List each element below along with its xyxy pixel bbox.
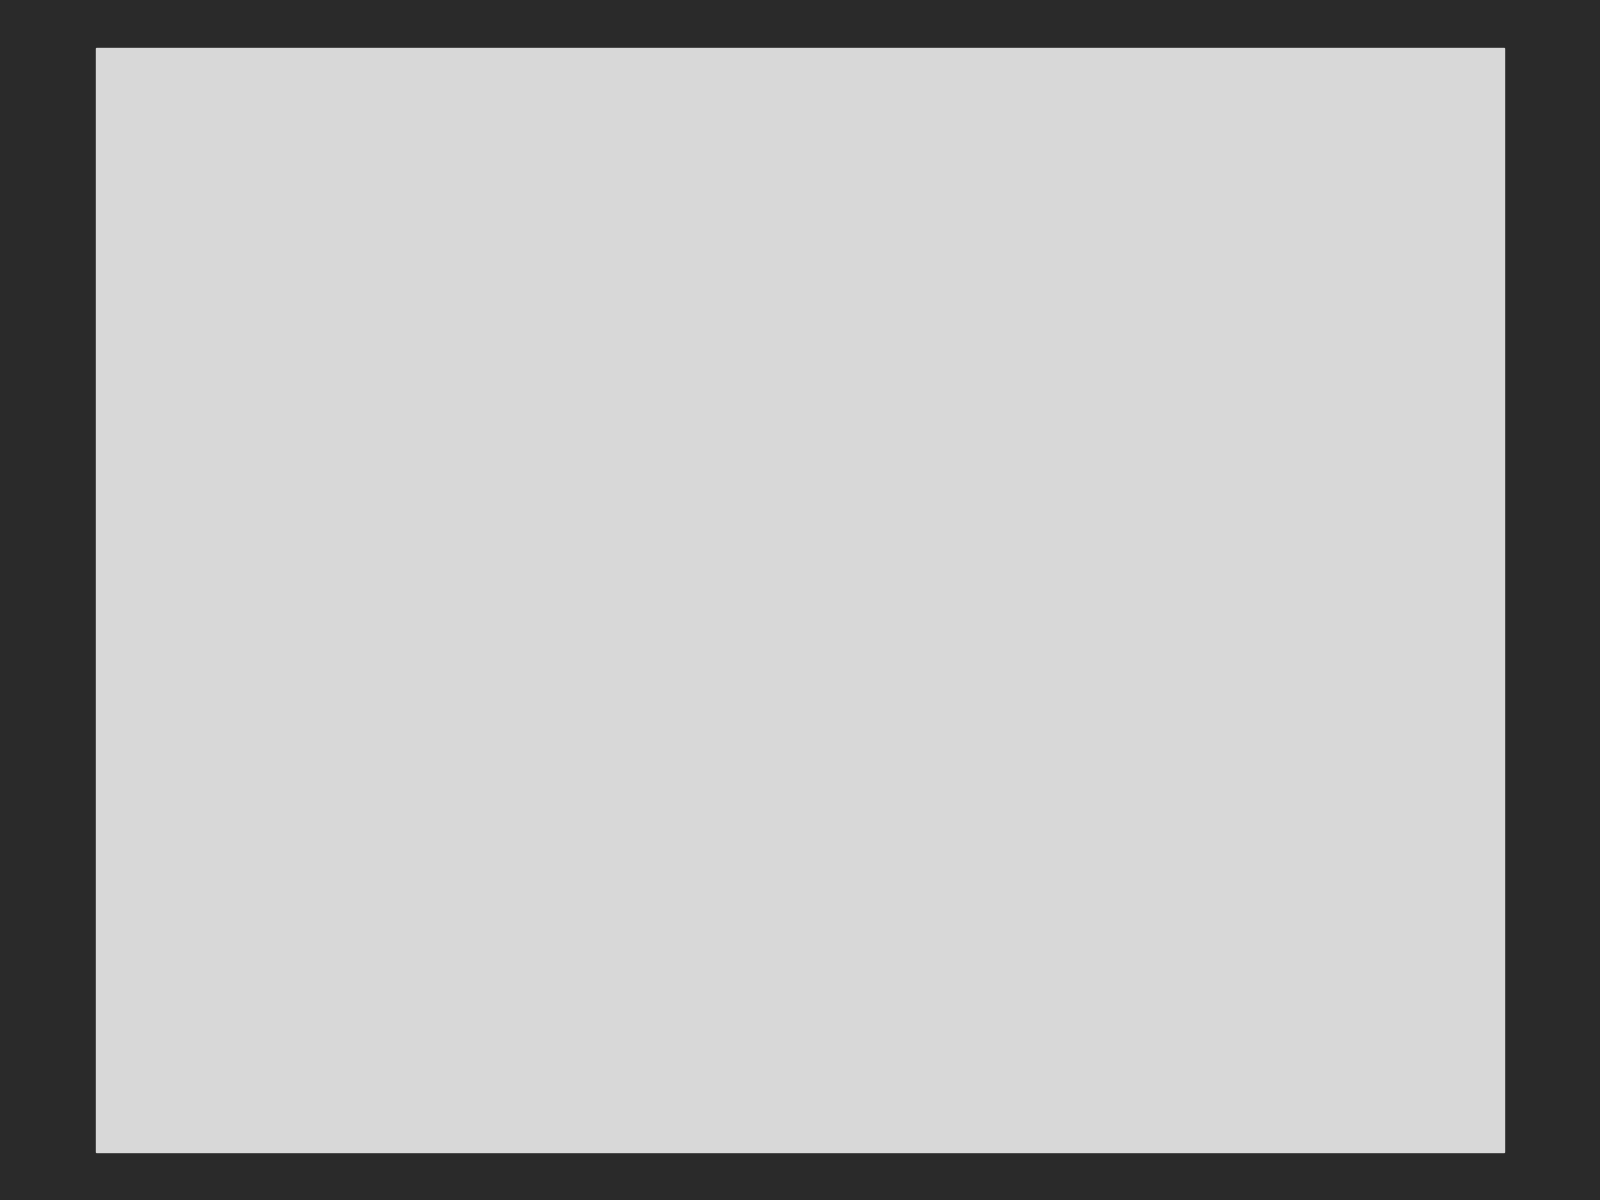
Bar [534,490,701,566]
Text: Flash
Relay: Flash Relay [582,322,632,365]
Bar [800,644,877,689]
Text: USB: USB [822,658,856,676]
Text: Switch: Switch [325,497,390,516]
Text: 5V 3.1A: 5V 3.1A [894,656,970,676]
Text: LR: LR [558,790,579,808]
Bar [480,700,579,727]
Bar [624,700,723,727]
Text: H: H [726,768,741,786]
Text: LF: LF [486,790,506,808]
Text: New Tail light  connected   to
  the stock   wire  of  the bike.
  Stock  tailli: New Tail light connected to the stock wi… [933,158,1248,313]
Bar [534,296,678,390]
Text: Step down: Step down [520,212,616,230]
Text: 12V: 12V [525,156,560,174]
Text: RR: RR [701,790,723,808]
Bar [491,192,645,252]
Text: 20V: 20V [374,170,413,190]
Text: RF: RF [629,790,651,808]
